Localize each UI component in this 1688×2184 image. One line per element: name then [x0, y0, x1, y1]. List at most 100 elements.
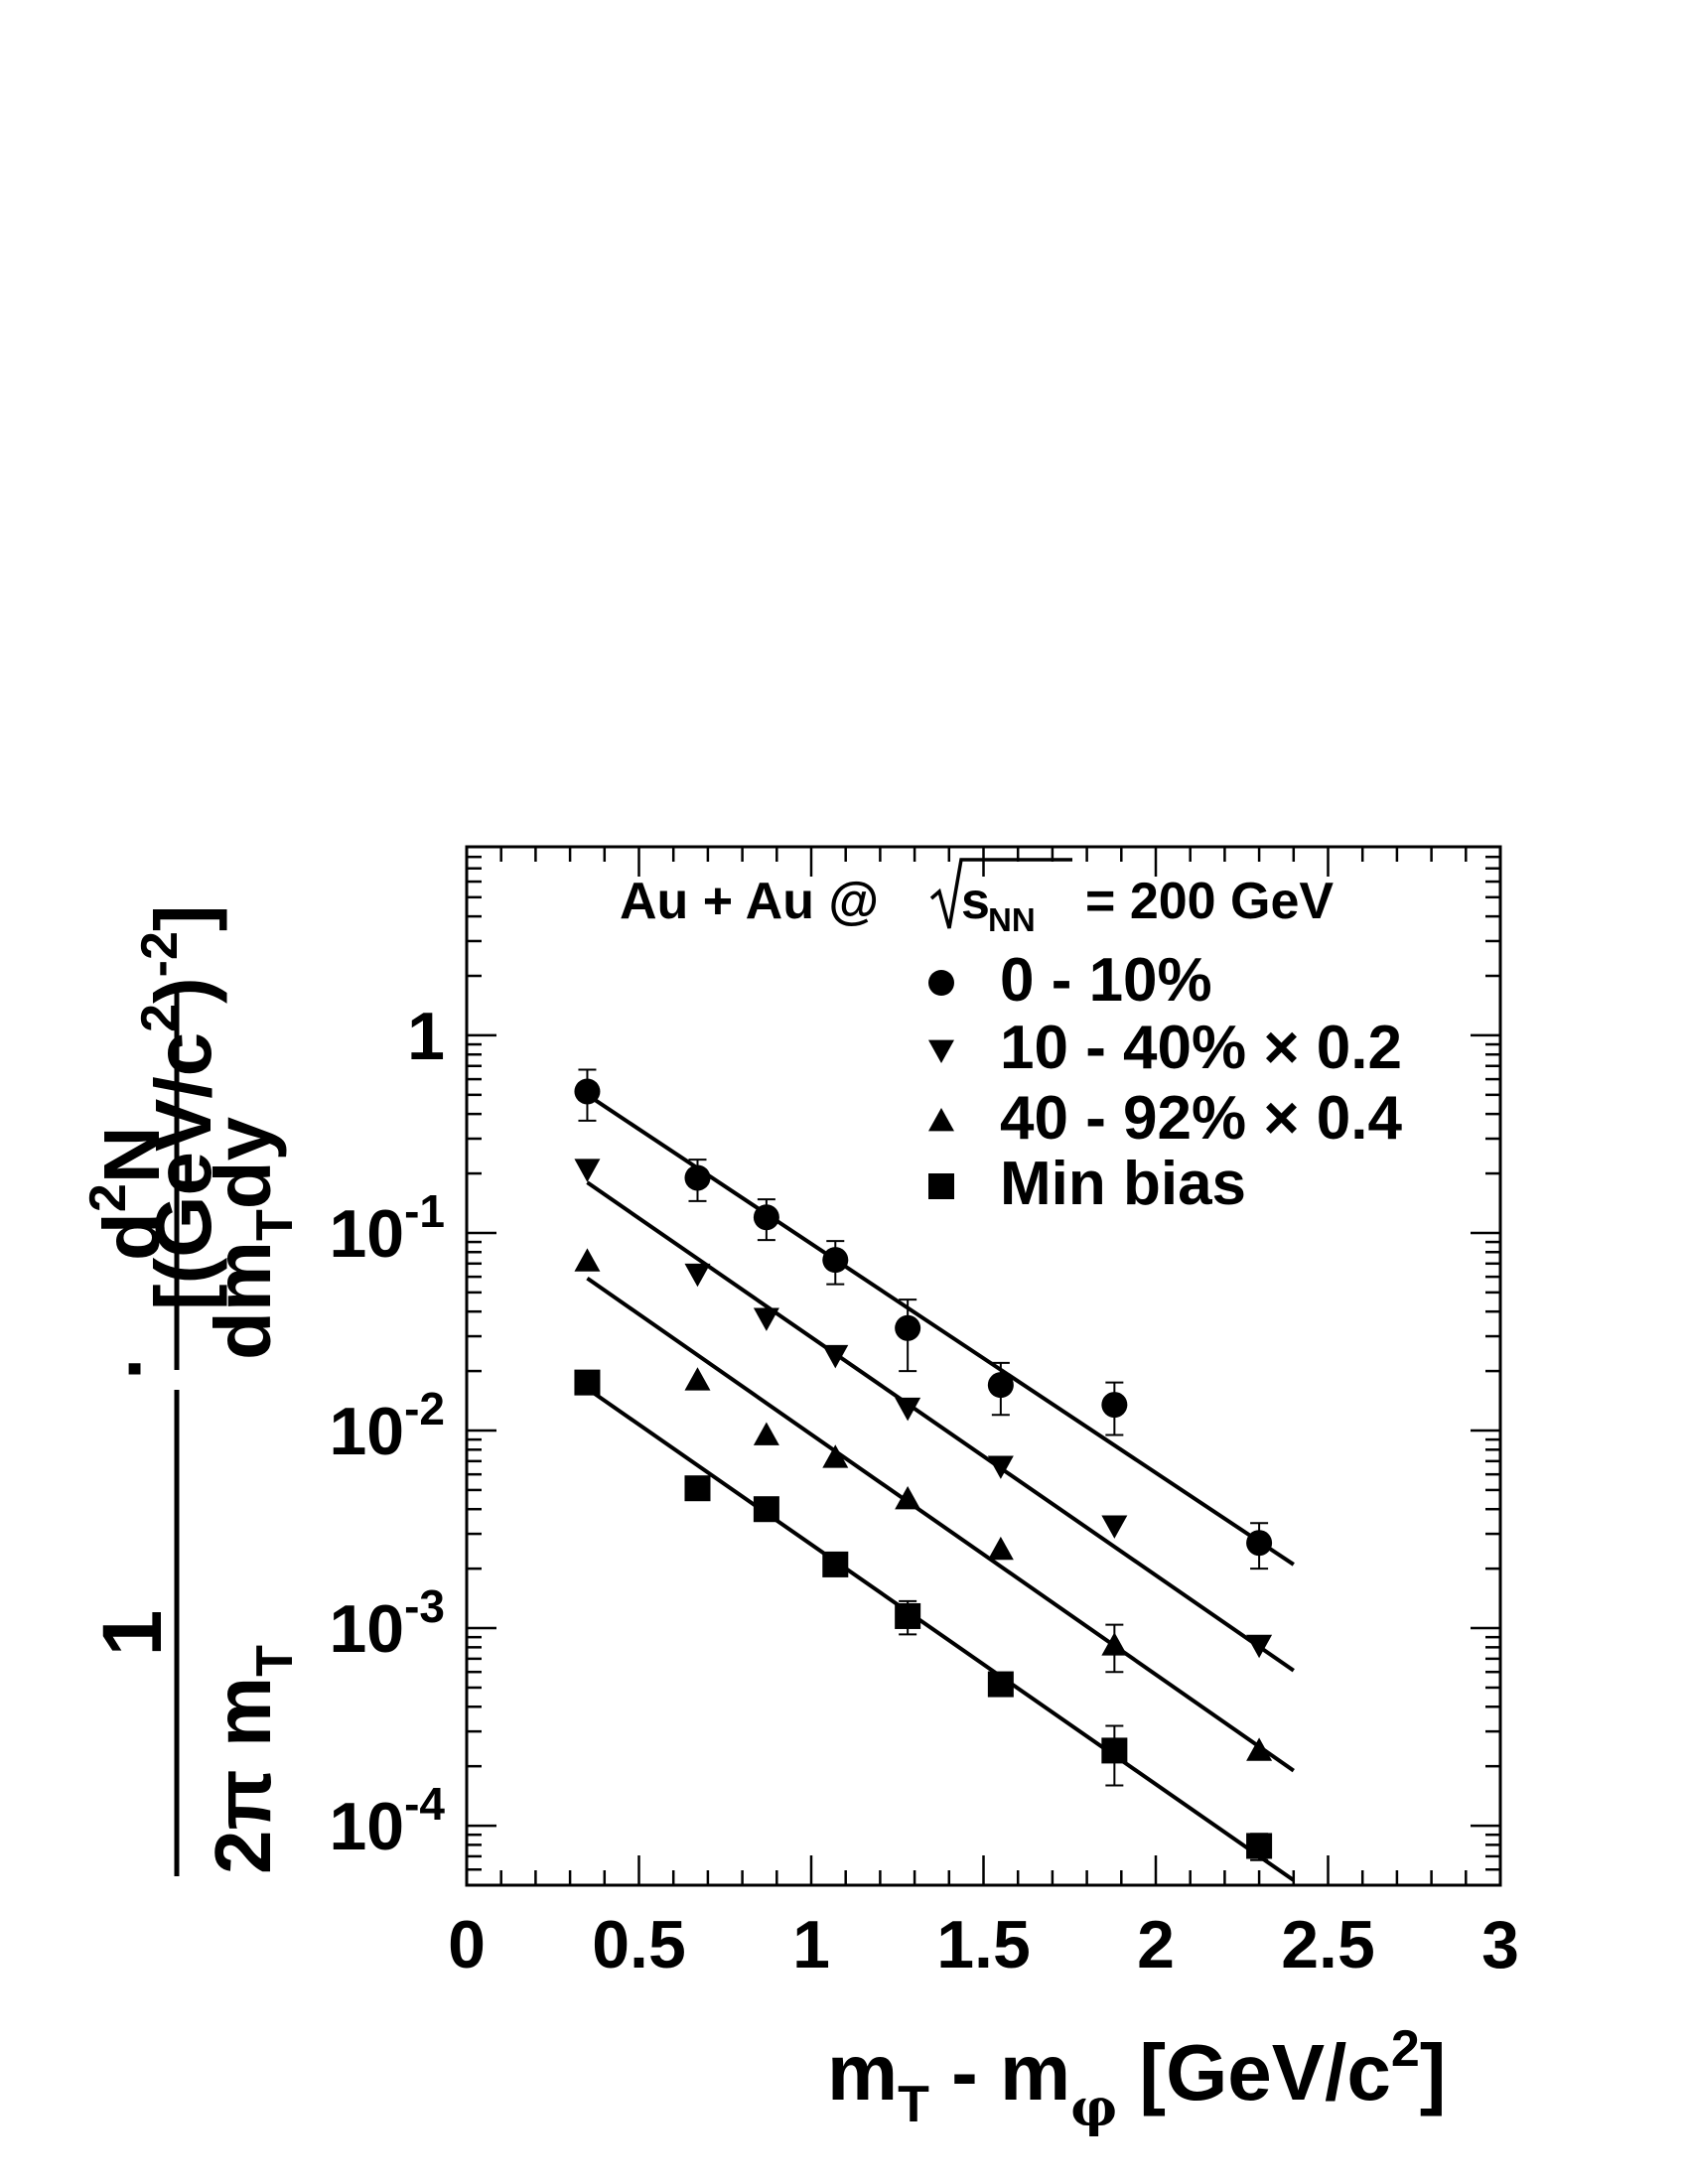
x-tick-label: 1.5 — [936, 1907, 1031, 1982]
data-point — [684, 1367, 711, 1391]
data-point — [753, 1496, 779, 1523]
data-point — [987, 1455, 1014, 1479]
x-tick-label: 0.5 — [592, 1907, 686, 1982]
fit-line — [586, 1180, 1295, 1673]
svg-text:mT - mφ [GeV/c2]: mT - mφ [GeV/c2] — [827, 2020, 1446, 2138]
data-point — [684, 1263, 711, 1288]
svg-text:= 200 GeV: = 200 GeV — [1085, 873, 1334, 930]
data-point — [895, 1314, 921, 1341]
annotation-suffix: = 200 GeV — [1085, 873, 1334, 930]
series-2 — [574, 1248, 1295, 1773]
annotation-sqrt-sub: NN — [988, 901, 1036, 938]
x-tick-label: 2 — [1137, 1907, 1175, 1982]
svg-text:[(GeV/c2)-2]: [(GeV/c2)-2] — [131, 904, 227, 1310]
xlabel-tail: [GeV/c — [1117, 2028, 1391, 2116]
x-tick-label: 0 — [448, 1907, 486, 1982]
data-point — [1246, 1530, 1273, 1557]
x-tick-label: 1 — [792, 1907, 830, 1982]
ylabel-denominator: 2π m — [199, 1677, 287, 1874]
ylabel-fraction-den-main: dm — [199, 1241, 287, 1360]
ylabel-dot: · — [89, 1353, 178, 1380]
y-tick-label: 10-3 — [329, 1580, 445, 1667]
data-point — [1246, 1833, 1273, 1859]
ylabel-numerator: 1 — [85, 1610, 179, 1657]
series-3 — [574, 1369, 1295, 1882]
xlabel-sub1: T — [898, 2076, 929, 2133]
ylabel-fraction-num-sup: 2 — [79, 1183, 137, 1212]
ylabel-fraction-num-main: d — [87, 1212, 176, 1261]
svg-text:d2N: d2N — [79, 1126, 176, 1261]
y-tick-label: 10-2 — [329, 1383, 445, 1469]
xlabel-end: ] — [1420, 2028, 1447, 2116]
annotation: Au + Au @ s NN = 200 GeV — [620, 858, 1334, 938]
sqrt-sign — [929, 858, 1072, 929]
legend-label: 0 - 10% — [1000, 946, 1212, 1015]
data-point — [895, 1397, 921, 1422]
ylabel-units-sup1: 2 — [131, 1004, 189, 1032]
data-point — [822, 1551, 849, 1577]
data-point — [574, 1248, 601, 1272]
svg-text:2π mT: 2π mT — [199, 1645, 304, 1874]
data-point — [574, 1369, 601, 1396]
data-point — [987, 1671, 1014, 1698]
y-tick-label: 1 — [407, 999, 445, 1074]
y-axis-label: 1 2π mT · d2N dmTdy [(GeV/c2)-2] — [79, 904, 304, 1876]
svg-text:Au + Au @: Au + Au @ — [620, 873, 879, 930]
y-tick-label: 10-4 — [329, 1778, 445, 1864]
data-point — [822, 1247, 849, 1274]
data-point — [1101, 1515, 1128, 1539]
data-point — [895, 1602, 921, 1629]
fit-line — [586, 1387, 1295, 1882]
ylabel-fraction-den-tail: dy — [199, 1116, 287, 1209]
xlabel-sub2: φ — [1070, 2078, 1117, 2138]
data-point — [684, 1164, 711, 1191]
data-point — [574, 1078, 601, 1105]
xlabel-main: m — [827, 2028, 898, 2116]
data-point — [1101, 1392, 1128, 1419]
data-point — [987, 1536, 1014, 1561]
plot-layer: 0 0.5 1 1.5 2 2.5 3 1 10-1 10-2 10-3 10-4 0 - 10%10 … — [329, 845, 1519, 1982]
legend-label: 10 - 40% × 0.2 — [1000, 1014, 1402, 1082]
data-point — [1101, 1737, 1128, 1764]
data-point — [822, 1444, 849, 1468]
ylabel-denominator-sub: T — [246, 1645, 304, 1677]
fit-line — [586, 1276, 1295, 1773]
data-point — [574, 1159, 601, 1182]
svg-text:dmTdy: dmTdy — [199, 1116, 304, 1360]
x-tick-label: 2.5 — [1281, 1907, 1375, 1982]
data-point — [1101, 1632, 1128, 1656]
series-0 — [574, 1068, 1295, 1570]
data-point — [753, 1307, 779, 1331]
xlabel-mid: - m — [929, 2028, 1070, 2116]
series-1 — [574, 1159, 1295, 1673]
legend-marker — [928, 970, 954, 996]
data-point — [753, 1422, 779, 1445]
data-point — [895, 1486, 921, 1510]
data-point — [1246, 1737, 1273, 1761]
svg-text:·: · — [89, 1353, 178, 1380]
svg-text:NN: NN — [988, 901, 1036, 938]
data-point — [987, 1372, 1014, 1399]
annotation-prefix: Au + Au @ — [620, 873, 879, 930]
ylabel-fraction-num-tail: N — [87, 1126, 176, 1183]
legend-marker — [928, 1173, 954, 1199]
data-point — [822, 1344, 849, 1369]
legend-marker — [928, 1108, 954, 1132]
ylabel-units-sup2: -2 — [131, 931, 189, 977]
legend-label: Min bias — [1000, 1150, 1246, 1218]
data-point — [1246, 1634, 1273, 1659]
ylabel-units-end: ] — [139, 904, 227, 931]
data-point — [753, 1204, 779, 1231]
legend-label: 40 - 92% × 0.4 — [1000, 1084, 1403, 1153]
ylabel-fraction-den-sub: T — [246, 1209, 304, 1241]
xlabel-sup: 2 — [1391, 2020, 1420, 2078]
data-point — [684, 1475, 711, 1502]
ylabel-units-main: [(GeV/c — [139, 1032, 227, 1310]
annotation-sqrt-var: s — [961, 873, 990, 930]
x-axis-label: mT - mφ [GeV/c2] — [827, 2020, 1446, 2138]
ylabel-units-mid: ) — [139, 977, 227, 1004]
y-tick-label: 10-1 — [329, 1185, 445, 1272]
svg-text:s: s — [961, 873, 990, 930]
